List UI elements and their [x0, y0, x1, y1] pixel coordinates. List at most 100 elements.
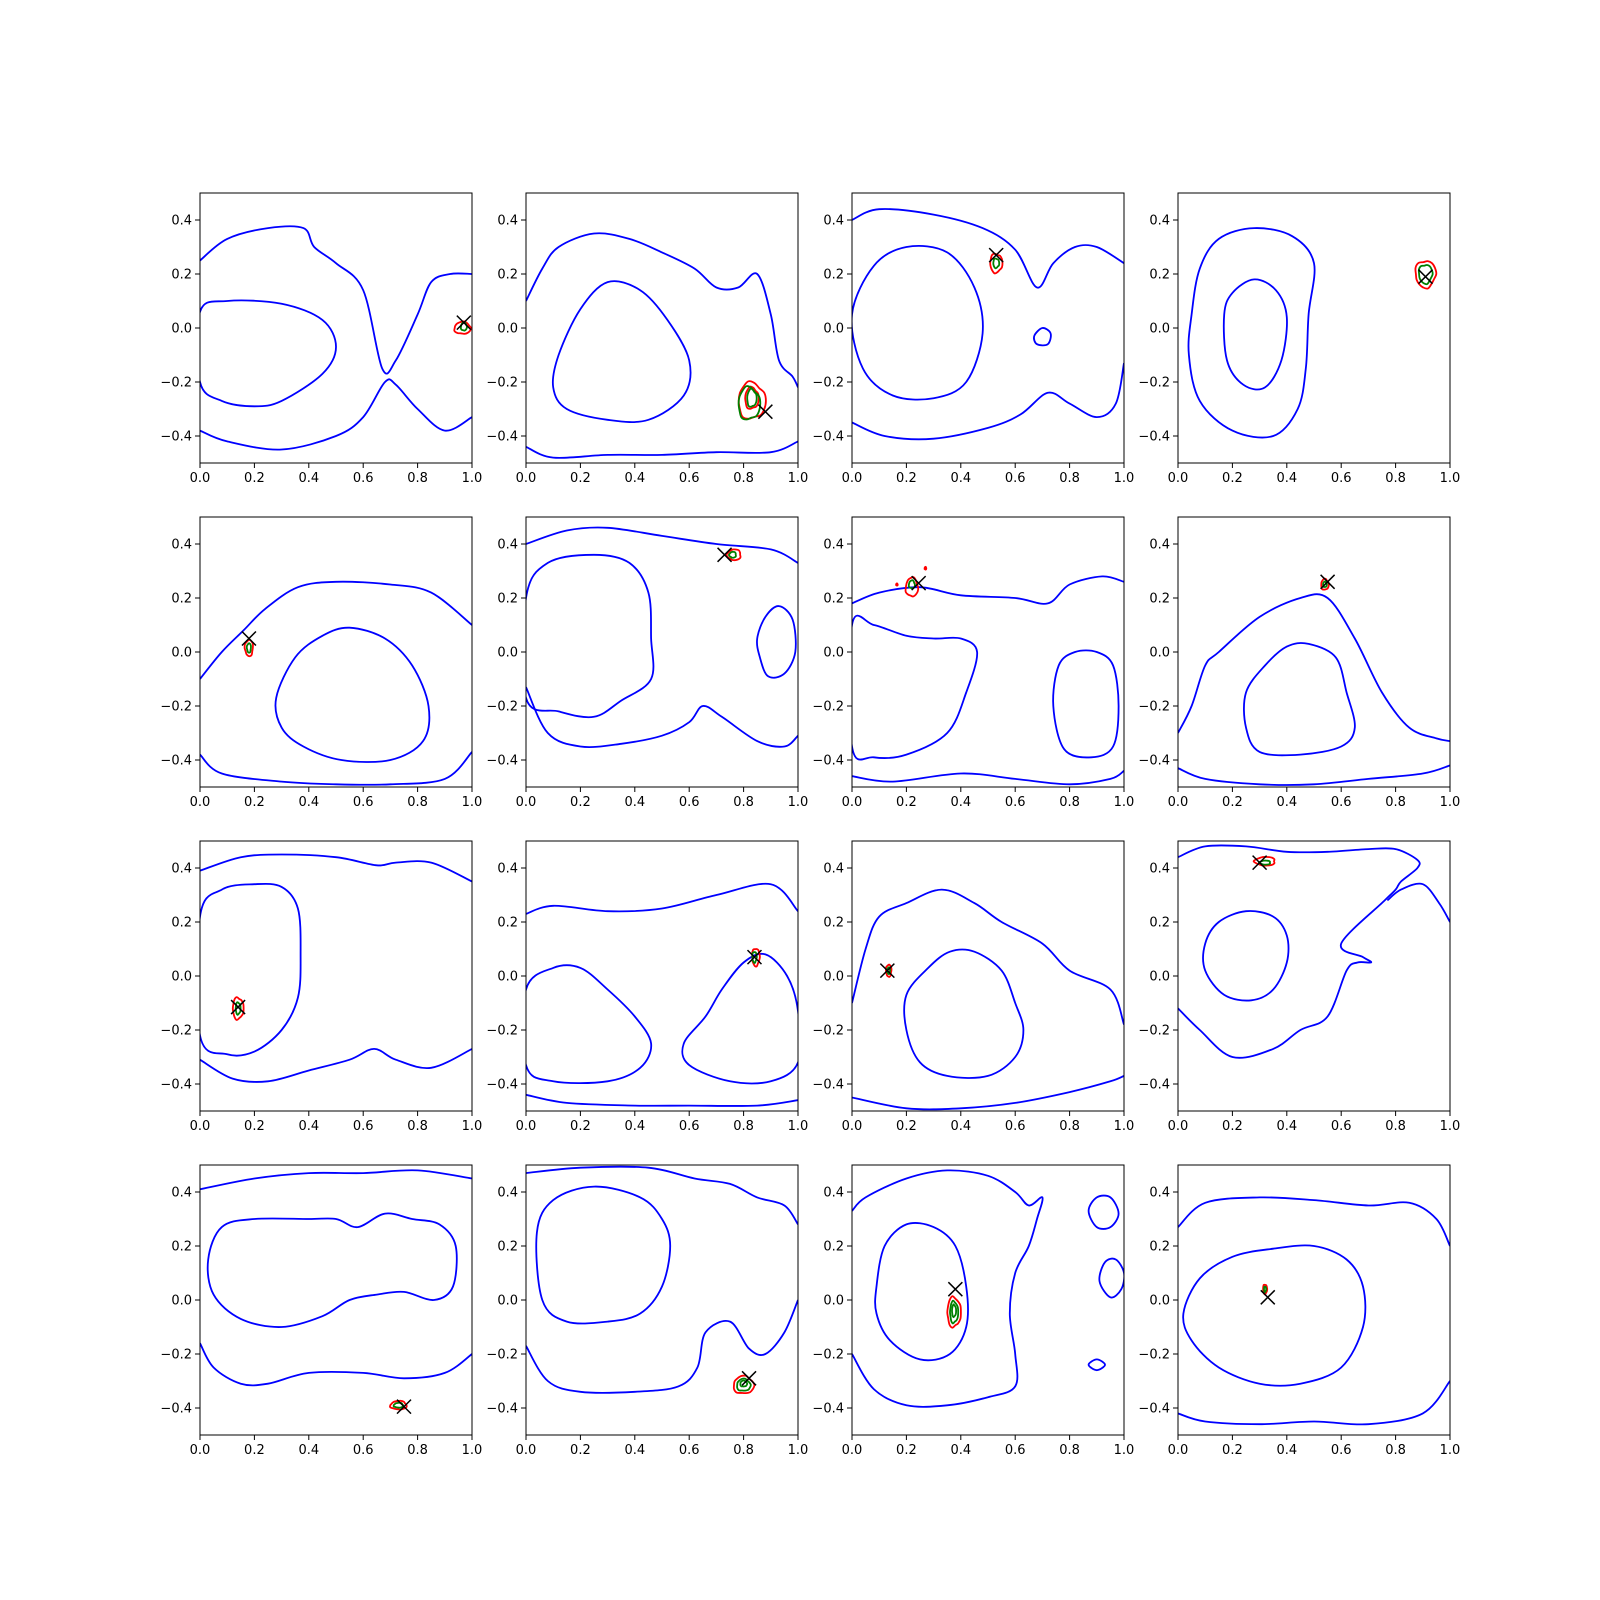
- x-tick-label: 1.0: [1440, 795, 1461, 810]
- x-tick-label: 0.8: [1385, 1443, 1406, 1458]
- y-tick-label: 0.2: [823, 916, 844, 931]
- y-tick-label: 0.4: [497, 1186, 518, 1201]
- y-tick-label: 0.4: [171, 538, 192, 553]
- y-tick-label: −0.4: [812, 754, 844, 769]
- location-marker: [456, 315, 472, 331]
- outer-density-contour: [1252, 856, 1276, 867]
- x-tick-label: 0.6: [1005, 1119, 1026, 1134]
- axes-frame: [851, 516, 1125, 788]
- field-contour-line: [756, 605, 797, 679]
- x-tick-label: 0.2: [570, 471, 591, 486]
- subplot-5: 0.0 0.2 0.4 0.6 0.8 1.0 −0.4 −0.2 0.0 0.2 0.4: [160, 516, 482, 810]
- x-tick-label: 0.4: [950, 795, 971, 810]
- x-tick-label: 0.4: [298, 1119, 319, 1134]
- y-tick-label: 0.4: [823, 538, 844, 553]
- y-tick-label: −0.2: [1138, 1348, 1170, 1363]
- subplot-15: 0.0 0.2 0.4 0.6 0.8 1.0 −0.4 −0.2 0.0 0.2 0.4: [812, 1164, 1134, 1458]
- x-tick-label: 0.4: [950, 1119, 971, 1134]
- field-contour-line: [852, 614, 979, 761]
- x-tick-label: 0.0: [190, 795, 211, 810]
- x-tick-label: 1.0: [462, 471, 483, 486]
- x-tick-label: 1.0: [462, 1119, 483, 1134]
- x-tick-label: 0.4: [624, 1119, 645, 1134]
- y-tick-label: 0.4: [1149, 538, 1170, 553]
- y-tick-label: −0.2: [812, 376, 844, 391]
- y-tick-label: −0.4: [486, 1078, 518, 1093]
- y-tick-label: 0.2: [1149, 916, 1170, 931]
- y-tick-label: −0.2: [160, 1024, 192, 1039]
- axes-frame: [1177, 840, 1451, 1112]
- x-tick-label: 0.4: [1276, 471, 1297, 486]
- y-tick-label: 0.4: [497, 538, 518, 553]
- y-tick-label: 0.2: [497, 592, 518, 607]
- axes-frame: [525, 840, 799, 1112]
- y-tick-label: −0.2: [486, 1348, 518, 1363]
- field-contour-line: [1178, 764, 1450, 786]
- y-tick-label: 0.2: [823, 592, 844, 607]
- field-contour-line: [852, 575, 1124, 605]
- y-tick-label: 0.2: [171, 592, 192, 607]
- field-contour-line: [1243, 642, 1356, 757]
- y-tick-label: 0.0: [171, 646, 192, 661]
- field-contour-line: [1178, 844, 1421, 1059]
- outer-density-contour: [1414, 260, 1438, 290]
- x-tick-label: 0.6: [1331, 1119, 1352, 1134]
- x-tick-label: 0.8: [407, 471, 428, 486]
- subplot-14: 0.0 0.2 0.4 0.6 0.8 1.0 −0.4 −0.2 0.0 0.2 0.4: [486, 1164, 808, 1458]
- x-tick-label: 0.8: [733, 1119, 754, 1134]
- y-tick-label: 0.2: [823, 1240, 844, 1255]
- plot-area: [1178, 574, 1450, 786]
- location-marker: [1320, 574, 1336, 590]
- plot-area: [526, 1165, 798, 1395]
- y-tick-label: 0.4: [823, 214, 844, 229]
- y-tick-label: 0.4: [497, 862, 518, 877]
- x-tick-label: 0.8: [1059, 795, 1080, 810]
- field-contour-line: [206, 1212, 458, 1328]
- y-tick-label: −0.4: [160, 754, 192, 769]
- y-tick-label: 0.2: [171, 268, 192, 283]
- y-tick-label: −0.4: [486, 1402, 518, 1417]
- x-tick-label: 0.4: [1276, 1119, 1297, 1134]
- y-tick-label: −0.2: [486, 1024, 518, 1039]
- x-tick-label: 0.8: [407, 795, 428, 810]
- x-tick-label: 0.2: [1222, 1119, 1243, 1134]
- y-tick-label: −0.4: [1138, 1402, 1170, 1417]
- x-tick-label: 0.4: [624, 471, 645, 486]
- y-tick-label: 0.0: [823, 970, 844, 985]
- field-contour-line: [200, 882, 302, 1057]
- y-tick-label: 0.0: [823, 1294, 844, 1309]
- field-contour-line: [200, 378, 472, 451]
- y-tick-label: 0.2: [171, 1240, 192, 1255]
- outer-density-contour: [453, 320, 472, 335]
- inner-density-contour: [949, 1299, 960, 1325]
- y-tick-label: −0.2: [812, 1024, 844, 1039]
- inner-density-contour: [727, 550, 737, 559]
- location-marker: [746, 949, 763, 965]
- y-tick-label: 0.4: [823, 862, 844, 877]
- y-tick-label: −0.4: [1138, 754, 1170, 769]
- x-tick-label: 0.4: [298, 1443, 319, 1458]
- y-tick-label: 0.0: [1149, 322, 1170, 337]
- axes-frame: [851, 192, 1125, 464]
- plot-area: [526, 882, 798, 1107]
- x-tick-label: 0.0: [516, 1119, 537, 1134]
- y-tick-label: 0.2: [171, 916, 192, 931]
- location-marker: [1252, 855, 1268, 871]
- x-tick-label: 0.8: [733, 1443, 754, 1458]
- subplot-16: 0.0 0.2 0.4 0.6 0.8 1.0 −0.4 −0.2 0.0 0.2 0.4: [1138, 1164, 1460, 1458]
- field-contour-line: [526, 440, 798, 459]
- field-contour-line: [200, 299, 337, 408]
- x-tick-label: 0.2: [570, 1443, 591, 1458]
- y-tick-label: 0.0: [171, 1294, 192, 1309]
- x-tick-label: 0.2: [1222, 471, 1243, 486]
- subplot-3: 0.0 0.2 0.4 0.6 0.8 1.0 −0.4 −0.2 0.0 0.2 0.4: [812, 192, 1134, 486]
- outer-density-contour: [389, 1399, 408, 1411]
- x-tick-label: 0.2: [896, 1443, 917, 1458]
- location-marker: [879, 963, 895, 979]
- outer-density-contour: [231, 996, 245, 1021]
- plot-area: [852, 208, 1124, 441]
- subplot-1: 0.0 0.2 0.4 0.6 0.8 1.0 −0.4 −0.2 0.0 0.2 0.4: [160, 192, 483, 486]
- x-tick-label: 0.0: [516, 471, 537, 486]
- inner-density-contour: [992, 257, 1001, 270]
- y-tick-label: 0.0: [497, 646, 518, 661]
